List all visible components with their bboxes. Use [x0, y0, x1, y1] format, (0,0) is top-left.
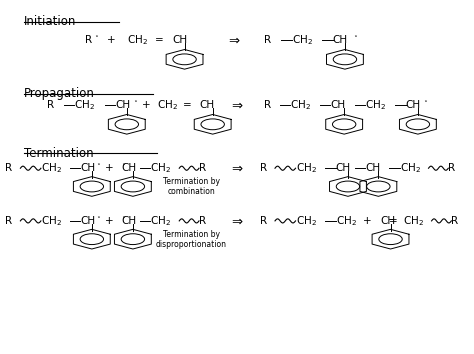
Text: R: R — [5, 216, 12, 226]
Text: Termination by
combination: Termination by combination — [163, 177, 220, 196]
Text: R: R — [85, 35, 92, 45]
Text: CH$_2$: CH$_2$ — [295, 214, 317, 228]
Text: R: R — [5, 163, 12, 173]
Text: $\Rightarrow$: $\Rightarrow$ — [229, 98, 245, 112]
Text: CH$_2$: CH$_2$ — [150, 214, 171, 228]
Text: =: = — [389, 216, 398, 226]
Text: +: + — [107, 35, 116, 45]
Text: CH: CH — [365, 163, 381, 173]
Text: CH: CH — [406, 100, 421, 110]
Text: CH$_2$: CH$_2$ — [292, 33, 313, 47]
Text: CH$_2$: CH$_2$ — [365, 98, 386, 112]
Text: Initiation: Initiation — [24, 16, 77, 28]
Text: CH$_2$: CH$_2$ — [336, 214, 357, 228]
Text: $\star$: $\star$ — [423, 98, 428, 104]
Text: $\star$: $\star$ — [96, 161, 101, 167]
Text: Termination by
disproportionation: Termination by disproportionation — [156, 230, 227, 249]
Text: CH: CH — [330, 100, 346, 110]
Text: CH: CH — [81, 216, 96, 226]
Text: CH: CH — [173, 35, 188, 45]
Text: CH: CH — [121, 216, 137, 226]
Text: $\star$: $\star$ — [121, 161, 127, 167]
Text: CH: CH — [380, 216, 395, 226]
Text: =: = — [155, 35, 164, 45]
Text: CH$_2$: CH$_2$ — [157, 98, 178, 112]
Text: CH: CH — [336, 163, 351, 173]
Text: CH$_2$: CH$_2$ — [127, 33, 148, 47]
Text: $\star$: $\star$ — [94, 33, 99, 39]
Text: +: + — [141, 100, 150, 110]
Text: Propagation: Propagation — [24, 87, 95, 101]
Text: R: R — [451, 216, 458, 226]
Text: CH: CH — [333, 35, 348, 45]
Text: $\star$: $\star$ — [96, 213, 101, 220]
Text: R: R — [260, 163, 267, 173]
Text: CH$_2$: CH$_2$ — [74, 98, 95, 112]
Text: =: = — [183, 100, 192, 110]
Text: CH$_2$: CH$_2$ — [41, 214, 62, 228]
Text: Termination: Termination — [24, 147, 94, 160]
Text: R: R — [264, 35, 271, 45]
Text: CH$_2$: CH$_2$ — [400, 161, 420, 175]
Text: CH$_2$: CH$_2$ — [150, 161, 171, 175]
Text: R: R — [199, 163, 206, 173]
Text: R: R — [448, 163, 456, 173]
Text: +: + — [105, 216, 114, 226]
Text: CH: CH — [199, 100, 214, 110]
Text: CH$_2$: CH$_2$ — [41, 161, 62, 175]
Text: CH: CH — [115, 100, 130, 110]
Text: R: R — [260, 216, 267, 226]
Text: CH$_2$: CH$_2$ — [403, 214, 424, 228]
Text: $\star$: $\star$ — [353, 33, 358, 39]
Text: R: R — [47, 100, 54, 110]
Text: $\Rightarrow$: $\Rightarrow$ — [229, 162, 245, 175]
Text: CH: CH — [121, 163, 137, 173]
Text: CH$_2$: CH$_2$ — [295, 161, 317, 175]
Text: CH$_2$: CH$_2$ — [290, 98, 311, 112]
Text: R: R — [264, 100, 271, 110]
Text: +: + — [364, 216, 372, 226]
Text: R: R — [199, 216, 206, 226]
Text: $\Rightarrow$: $\Rightarrow$ — [226, 34, 241, 46]
Text: $\star$: $\star$ — [133, 98, 138, 104]
Text: +: + — [105, 163, 114, 173]
Text: $\Rightarrow$: $\Rightarrow$ — [229, 215, 245, 227]
Text: $\star$: $\star$ — [121, 213, 127, 220]
Text: CH: CH — [81, 163, 96, 173]
